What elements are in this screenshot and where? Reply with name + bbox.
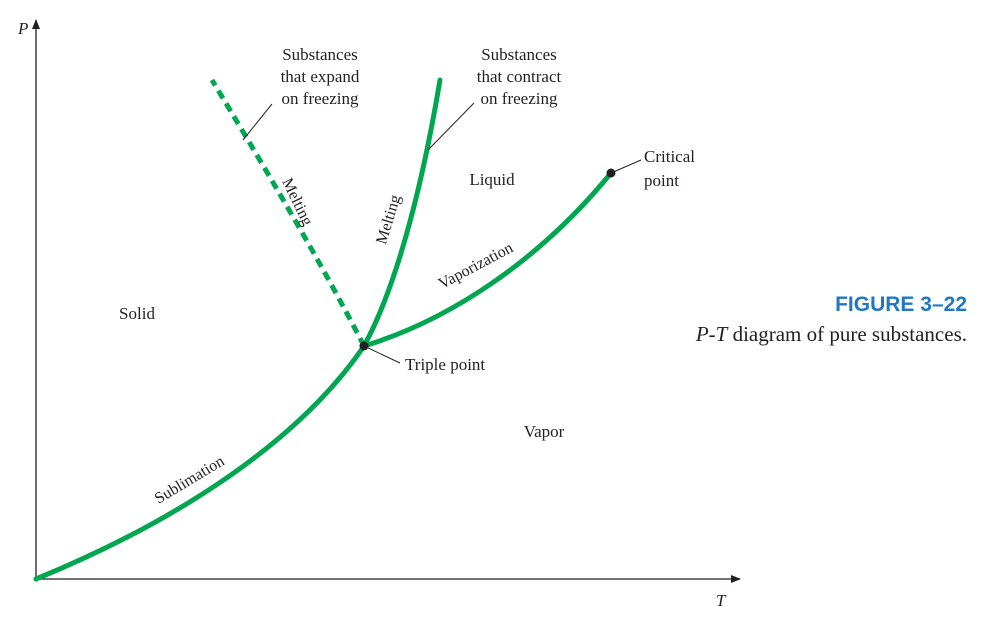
contract-callout-line-1: Substances (481, 45, 557, 64)
figure-caption-italic: P-T (695, 322, 729, 346)
contract-leader (427, 102, 475, 151)
melting-expand-curve-label: Melting (278, 176, 315, 229)
vaporization-curve-label: Vaporization (436, 239, 516, 292)
critical-point-leader (610, 159, 642, 174)
vaporization-curve (361, 170, 614, 349)
contract-callout-line-3: on freezing (481, 89, 558, 108)
region-liquid-label: Liquid (469, 170, 515, 189)
expand-leader (242, 103, 273, 141)
melting-contract-curve-label: Melting (373, 193, 404, 246)
expand-callout-line-2: that expand (281, 67, 360, 86)
melting-curve-expand (209, 78, 367, 348)
critical-point-label-line-1: Critical (644, 147, 695, 166)
melting-curve-contract (361, 77, 443, 349)
sublimation-curve (33, 343, 367, 582)
region-vapor-label: Vapor (524, 422, 565, 441)
expand-callout-line-1: Substances (282, 45, 358, 64)
x-axis-label: T (716, 591, 727, 610)
contract-callout-line-2: that contract (477, 67, 562, 86)
expand-callout-line-3: on freezing (282, 89, 359, 108)
triple-point-leader (363, 345, 401, 364)
triple-point-label: Triple point (405, 355, 485, 374)
figure-number: FIGURE 3–22 (835, 293, 967, 316)
region-solid-label: Solid (119, 304, 155, 323)
figure-caption-rest: diagram of pure substances. (727, 322, 967, 346)
critical-point-label-line-2: point (644, 171, 679, 190)
figure-caption: P-T diagram of pure substances. (695, 322, 967, 346)
y-axis-label: P (17, 19, 28, 38)
